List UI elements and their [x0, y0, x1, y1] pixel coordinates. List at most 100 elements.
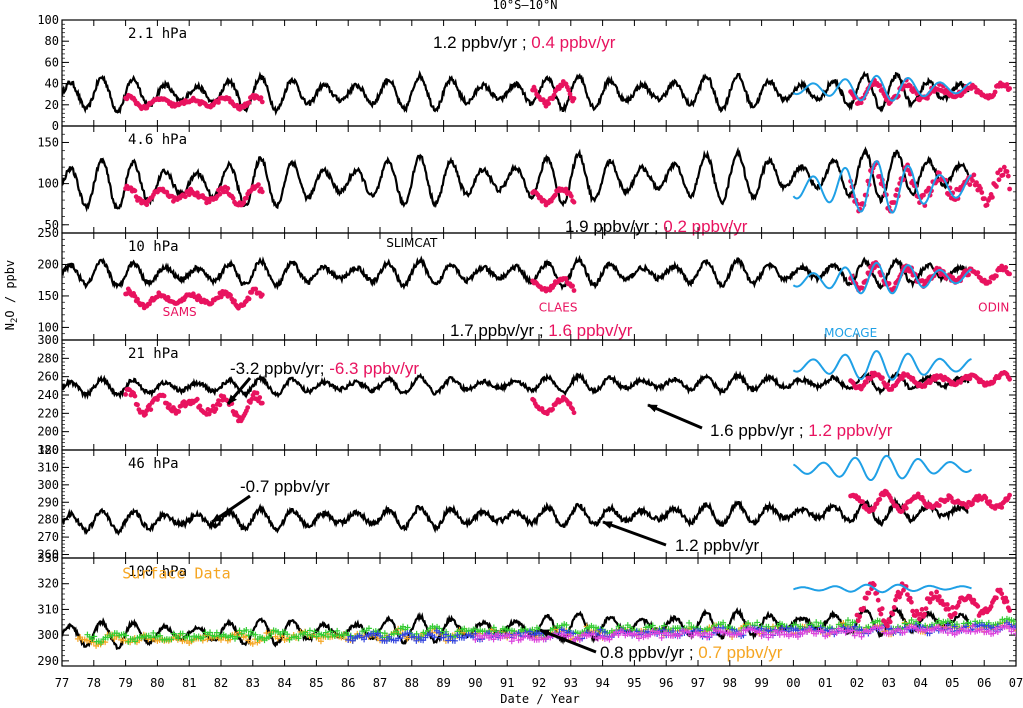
- y-tick-label: 100: [37, 13, 59, 27]
- satellite-point: [567, 91, 573, 97]
- y-tick-label: 260: [37, 548, 59, 562]
- surface-point: [295, 635, 302, 642]
- satellite-point: [1004, 82, 1010, 87]
- x-tick-label: 02: [850, 676, 864, 690]
- surface-point: [526, 628, 533, 635]
- x-tick-label: 93: [564, 676, 578, 690]
- satellite-point: [217, 402, 223, 408]
- satellite-point: [1001, 164, 1007, 170]
- surface-point: [440, 634, 447, 641]
- satellite-point: [967, 376, 973, 382]
- surface-point: [601, 629, 608, 635]
- satellite-point: [970, 501, 975, 507]
- surface-point: [365, 625, 372, 632]
- satellite-point: [885, 382, 891, 388]
- satellite-point: [858, 100, 864, 106]
- satellite-point: [226, 96, 232, 101]
- surface-point: [901, 629, 908, 636]
- panel-21hPa: 180 200 220 240 260 280 300 21 hPa -3.2 ppbv/yr;…: [37, 333, 1017, 457]
- surface-point: [132, 638, 139, 645]
- surface-point: [451, 637, 458, 644]
- surface-point: [849, 627, 856, 634]
- satellite-point: [978, 186, 983, 191]
- surface-point: [851, 623, 858, 630]
- satellite-point: [975, 603, 981, 609]
- surface-point: [994, 629, 1001, 636]
- surface-point: [377, 632, 383, 639]
- surface-point: [819, 628, 826, 635]
- satellite-point: [875, 597, 881, 603]
- trend-annotation-part: 1.2 ppbv/yr: [808, 421, 892, 440]
- trend-annotation-part: -6.3 ppbv/yr: [325, 359, 420, 378]
- satellite-point: [901, 587, 906, 593]
- satellite-point: [546, 101, 551, 106]
- x-tick-label: 99: [754, 676, 768, 690]
- satellite-point: [570, 406, 575, 412]
- satellite-point: [937, 503, 942, 508]
- satellite-point: [988, 604, 994, 609]
- satellite-point: [944, 602, 950, 607]
- surface-point: [361, 636, 368, 643]
- trend-annotation-part: ;: [794, 421, 808, 440]
- surface-point: [756, 628, 763, 635]
- satellite-point: [890, 611, 896, 617]
- trend-annotation-part: 1.7 ppbv/yr: [450, 321, 534, 340]
- satellite-point: [946, 192, 952, 197]
- trend-annotation: 1.2 ppbv/yr: [675, 536, 759, 555]
- surface-point: [633, 632, 640, 639]
- surface-point: [157, 632, 164, 639]
- surface-point: [490, 636, 497, 643]
- surface-point: [347, 633, 354, 640]
- satellite-point: [925, 95, 930, 101]
- surface-point: [856, 630, 863, 637]
- satellite-point: [230, 195, 236, 201]
- pressure-label: 100 hPa: [128, 564, 187, 580]
- mocage-line: [792, 74, 972, 102]
- satellite-point: [176, 409, 182, 414]
- satellite-point: [197, 403, 203, 409]
- surface-point: [331, 632, 338, 639]
- x-tick-label: 97: [691, 676, 705, 690]
- series-label: SLIMCAT: [386, 236, 438, 250]
- surface-point: [207, 629, 214, 636]
- y-tick-label: 60: [45, 55, 59, 69]
- satellite-point: [987, 499, 993, 504]
- satellite-point: [861, 605, 866, 611]
- surface-point: [447, 633, 454, 640]
- satellite-point: [938, 272, 944, 278]
- surface-point: [738, 631, 745, 638]
- satellite-point: [1003, 265, 1009, 270]
- surface-point: [1013, 630, 1016, 637]
- y-tick-label: 100: [37, 177, 59, 191]
- trend-arrow: [647, 403, 703, 430]
- satellite-point: [885, 623, 890, 629]
- satellite-point: [910, 608, 916, 614]
- trend-annotation-part: 1.6 ppbv/yr: [548, 321, 632, 340]
- satellite-point: [123, 392, 128, 397]
- surface-point: [858, 633, 865, 640]
- panel-10hPa: 100 150 200 250 10 hPa SLIMCAT SAMS CLAES MOCAGE…: [37, 226, 1017, 341]
- trend-arrow: [539, 628, 597, 654]
- y-tick-label: 300: [37, 628, 59, 642]
- trend-annotation: 1.9 ppbv/yr ; 0.2 ppbv/yr: [565, 217, 748, 236]
- satellite-point: [886, 281, 892, 286]
- satellite-point: [259, 400, 265, 406]
- satellite-point: [921, 192, 926, 198]
- x-tick-label: 79: [118, 676, 132, 690]
- satellite-point: [246, 100, 252, 105]
- satellite-point: [232, 298, 237, 304]
- trend-annotation-part: 0.8 ppbv/yr: [600, 643, 684, 662]
- mocage-line: [792, 261, 972, 295]
- trend-annotation: -3.2 ppbv/yr; -6.3 ppbv/yr: [230, 359, 419, 378]
- pressure-label: 10 hPa: [128, 239, 179, 255]
- x-tick-label: 96: [659, 676, 673, 690]
- surface-point: [245, 632, 252, 639]
- x-tick-label: 85: [309, 676, 323, 690]
- surface-point: [98, 639, 105, 646]
- x-tick-label: 01: [818, 676, 832, 690]
- surface-point: [658, 634, 665, 641]
- surface-point: [495, 630, 502, 637]
- satellite-point: [217, 191, 223, 197]
- satellite-point: [975, 270, 981, 275]
- surface-point: [168, 636, 175, 643]
